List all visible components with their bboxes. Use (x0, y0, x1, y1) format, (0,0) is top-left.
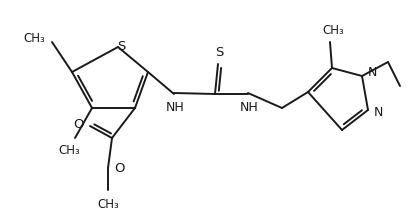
Text: S: S (214, 46, 222, 59)
Text: CH₃: CH₃ (321, 24, 343, 37)
Text: O: O (73, 119, 84, 131)
Text: NH: NH (239, 101, 258, 114)
Text: NH: NH (165, 101, 184, 114)
Text: CH₃: CH₃ (58, 144, 80, 157)
Text: CH₃: CH₃ (23, 32, 45, 45)
Text: CH₃: CH₃ (97, 198, 119, 211)
Text: N: N (373, 106, 382, 120)
Text: N: N (367, 66, 376, 78)
Text: S: S (117, 39, 125, 53)
Text: O: O (114, 163, 124, 176)
